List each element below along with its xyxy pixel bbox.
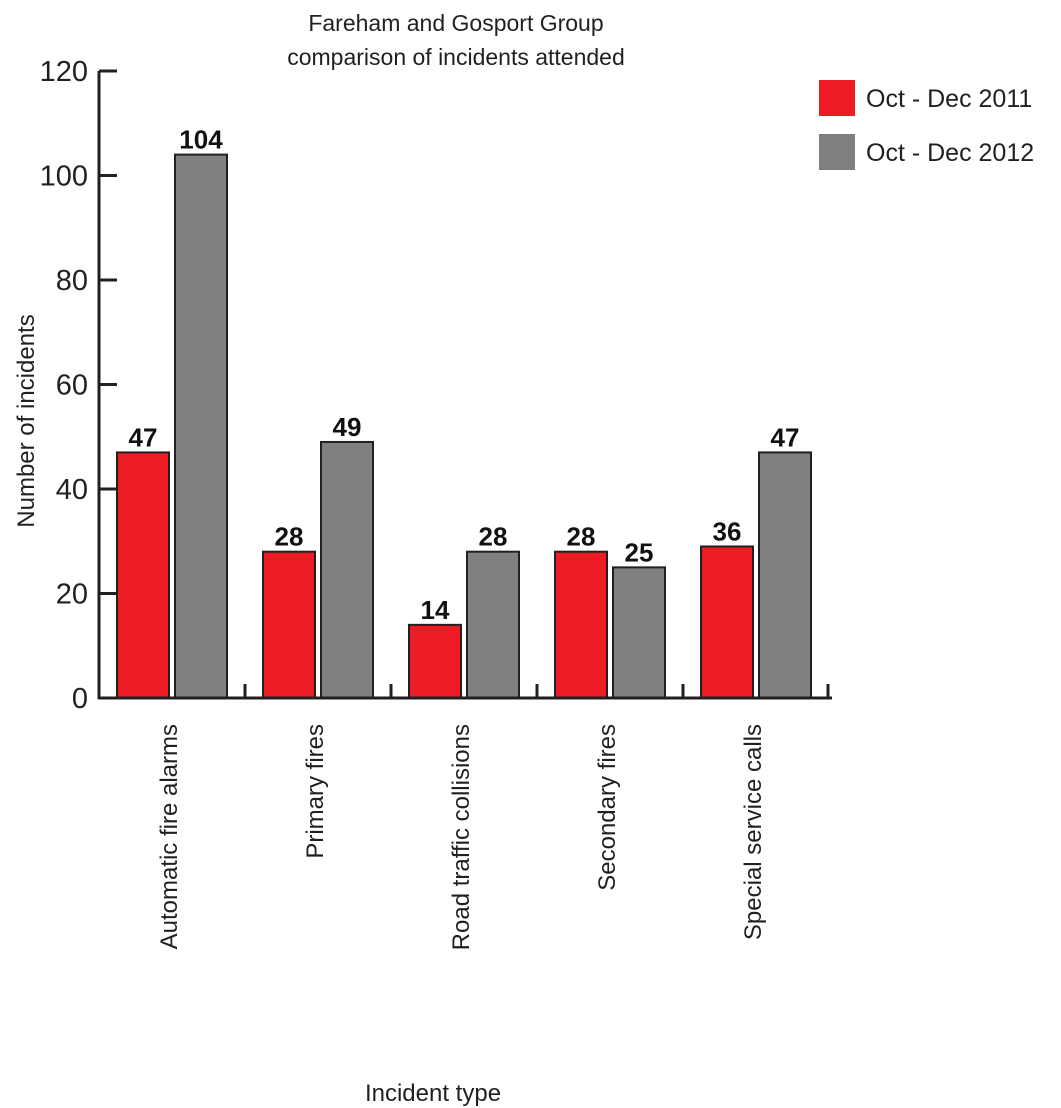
data-label: 14 <box>421 595 450 625</box>
y-axis-ticks: 0 20 40 60 80 100 120 <box>40 56 117 715</box>
data-label: 47 <box>129 422 158 452</box>
data-labels: 47 28 14 28 36 104 49 28 25 47 <box>129 125 800 625</box>
bar-2011 <box>700 545 754 699</box>
y-tick-label: 80 <box>56 265 88 297</box>
bar-2011 <box>116 451 170 699</box>
bar-2012 <box>174 153 228 700</box>
legend-label: Oct - Dec 2011 <box>866 85 1032 113</box>
category-label: Primary fires <box>302 724 329 859</box>
x-axis-title: Incident type <box>365 1080 501 1107</box>
legend-swatch-2011 <box>819 80 855 116</box>
category-labels: Automatic fire alarms Primary fires Road t… <box>156 724 767 950</box>
legend: Oct - Dec 2011 Oct - Dec 2012 <box>819 80 1034 170</box>
data-label: 25 <box>625 537 654 567</box>
chart-title: Fareham and Gosport Group comparison of … <box>287 10 625 70</box>
data-label: 28 <box>567 522 596 552</box>
bar-2012 <box>612 566 666 699</box>
bar-2012 <box>466 550 520 700</box>
y-tick-label: 100 <box>40 161 88 193</box>
y-tick-label: 40 <box>56 474 88 506</box>
data-label: 49 <box>333 412 362 442</box>
category-label: Special service calls <box>740 724 767 940</box>
data-label: 28 <box>275 522 304 552</box>
bar-2012 <box>758 451 812 699</box>
bar-2011 <box>262 550 316 700</box>
data-label: 36 <box>713 516 742 546</box>
bar-2012 <box>320 440 374 699</box>
category-label: Automatic fire alarms <box>156 724 183 949</box>
x-axis-ticks <box>243 684 830 698</box>
data-label: 28 <box>479 522 508 552</box>
bar-2011 <box>408 623 462 699</box>
chart-title-line-2: comparison of incidents attended <box>287 44 625 70</box>
data-label: 47 <box>771 422 800 452</box>
y-tick-label: 60 <box>56 370 88 402</box>
y-tick-label: 120 <box>40 56 88 88</box>
category-label: Secondary fires <box>594 724 621 891</box>
chart-title-line-1: Fareham and Gosport Group <box>308 10 603 36</box>
bar-2011 <box>554 550 608 700</box>
y-axis-title: Number of incidents <box>13 314 40 527</box>
legend-swatch-2012 <box>819 134 855 170</box>
y-tick-label: 0 <box>72 683 88 715</box>
legend-label: Oct - Dec 2012 <box>866 139 1034 167</box>
y-tick-label: 20 <box>56 579 88 611</box>
bars <box>116 153 812 700</box>
category-label: Road traffic collisions <box>448 724 475 950</box>
data-label: 104 <box>179 125 223 155</box>
